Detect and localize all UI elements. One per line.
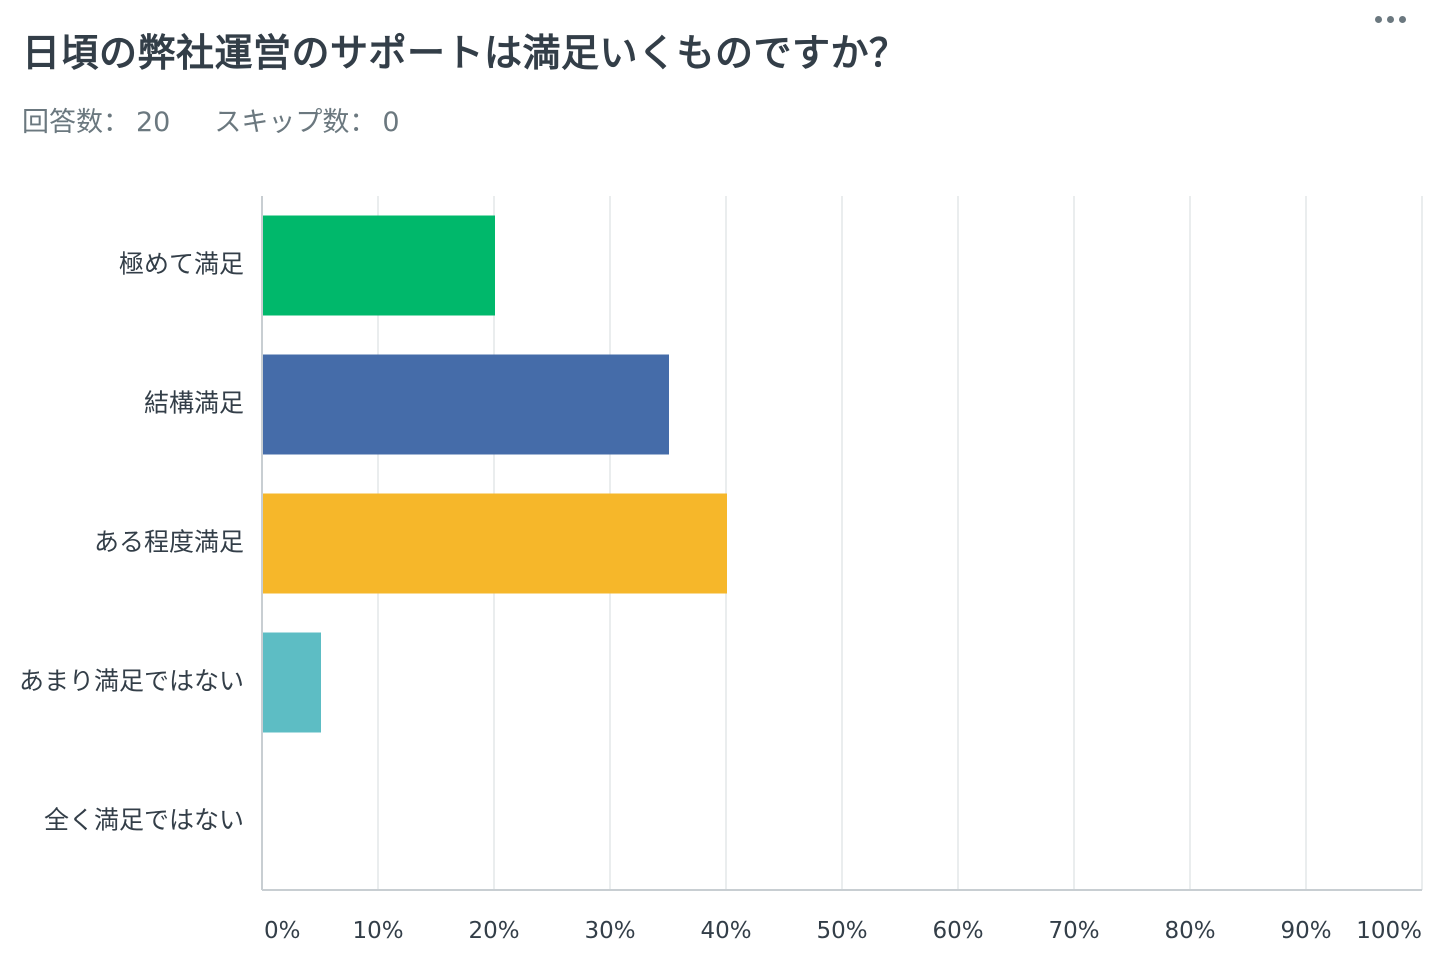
x-tick-label: 100% bbox=[1356, 918, 1422, 944]
x-tick-label: 0% bbox=[264, 918, 301, 944]
more-dot bbox=[1398, 15, 1406, 23]
more-dot bbox=[1374, 15, 1382, 23]
bar bbox=[263, 215, 495, 316]
x-tick-label: 90% bbox=[1280, 918, 1331, 944]
x-tick-label: 10% bbox=[352, 918, 403, 944]
responses-label: 回答数： bbox=[22, 107, 130, 138]
bar bbox=[263, 493, 727, 594]
x-tick-label: 40% bbox=[700, 918, 751, 944]
bar bbox=[263, 632, 321, 733]
skipped-value: 0 bbox=[382, 107, 400, 138]
question-title: 日頃の弊社運営のサポートは満足いくものですか？ bbox=[22, 31, 908, 75]
response-stats: 回答数： 20 スキップ数： 0 bbox=[22, 100, 400, 139]
x-tick-label: 30% bbox=[584, 918, 635, 944]
category-label: あまり満足ではない bbox=[19, 667, 244, 696]
more-options-icon[interactable] bbox=[1366, 2, 1414, 36]
x-tick-label: 20% bbox=[468, 918, 519, 944]
more-dot bbox=[1386, 15, 1394, 23]
x-tick-label: 50% bbox=[816, 918, 867, 944]
skipped-label: スキップ数： bbox=[214, 107, 377, 138]
x-tick-label: 60% bbox=[932, 918, 983, 944]
x-tick-label: 80% bbox=[1164, 918, 1215, 944]
responses-value: 20 bbox=[136, 107, 171, 138]
responses-stat: 回答数： 20 bbox=[22, 100, 170, 139]
category-label: 極めて満足 bbox=[119, 250, 244, 279]
skipped-stat: スキップ数： 0 bbox=[214, 100, 399, 139]
category-label: ある程度満足 bbox=[94, 528, 244, 557]
x-tick-label: 70% bbox=[1048, 918, 1099, 944]
category-label: 全く満足ではない bbox=[44, 806, 244, 835]
category-label: 結構満足 bbox=[144, 389, 244, 418]
bar bbox=[263, 354, 669, 455]
